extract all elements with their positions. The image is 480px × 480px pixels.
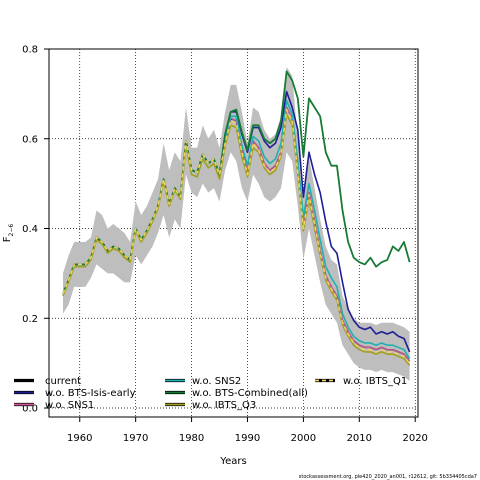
legend-label-w-o-bts-isis-early: w.o. BTS-Isis-early (45, 388, 136, 399)
y-tick-label: 0.2 (22, 314, 38, 325)
y-axis-title: F2−6 (2, 224, 15, 243)
x-axis-title: Years (219, 456, 246, 467)
x-tick-label: 2000 (291, 433, 316, 444)
legend-label-w-o-ibts-q1: w.o. IBTS_Q1 (343, 376, 407, 387)
x-tick-label: 1970 (123, 433, 148, 444)
x-tick-label: 2020 (402, 433, 427, 444)
legend-label-w-o-sns1: w.o. SNS1 (45, 400, 94, 411)
x-axis: 1960 1970 1980 1990 2000 2010 2020 (67, 417, 428, 444)
y-tick-label: 0.8 (22, 45, 38, 56)
plot-frame (48, 48, 419, 418)
legend-label-w-o-sns2: w.o. SNS2 (192, 376, 241, 387)
series-lines (62, 70, 411, 366)
y-tick-label: 0.0 (22, 404, 38, 415)
series-line-w-o-ibts-q1 (62, 108, 411, 364)
y-tick-label: 0.6 (22, 134, 38, 145)
x-tick-label: 1980 (179, 433, 204, 444)
y-axis: 0.0 0.2 0.4 0.6 0.8 (22, 45, 49, 415)
y-axis-title-sub: 2−6 (8, 224, 15, 237)
footer-note: stockassessment.org, ple420_2020_an001, … (299, 474, 477, 480)
y-axis-title-main: F (2, 236, 13, 242)
legend-label-w-o-ibts-q3: w.o. IBTS_Q3 (192, 400, 256, 411)
series-line-w-o-ibts-q3 (62, 113, 411, 366)
legend-label-w-o-bts-combined-all: w.o. BTS-Combined(all) (192, 388, 308, 399)
x-tick-label: 1960 (67, 433, 92, 444)
legend-label-current: current (45, 376, 81, 387)
x-tick-label: 2010 (347, 433, 372, 444)
x-tick-label: 1990 (235, 433, 260, 444)
y-tick-label: 0.4 (22, 224, 38, 235)
